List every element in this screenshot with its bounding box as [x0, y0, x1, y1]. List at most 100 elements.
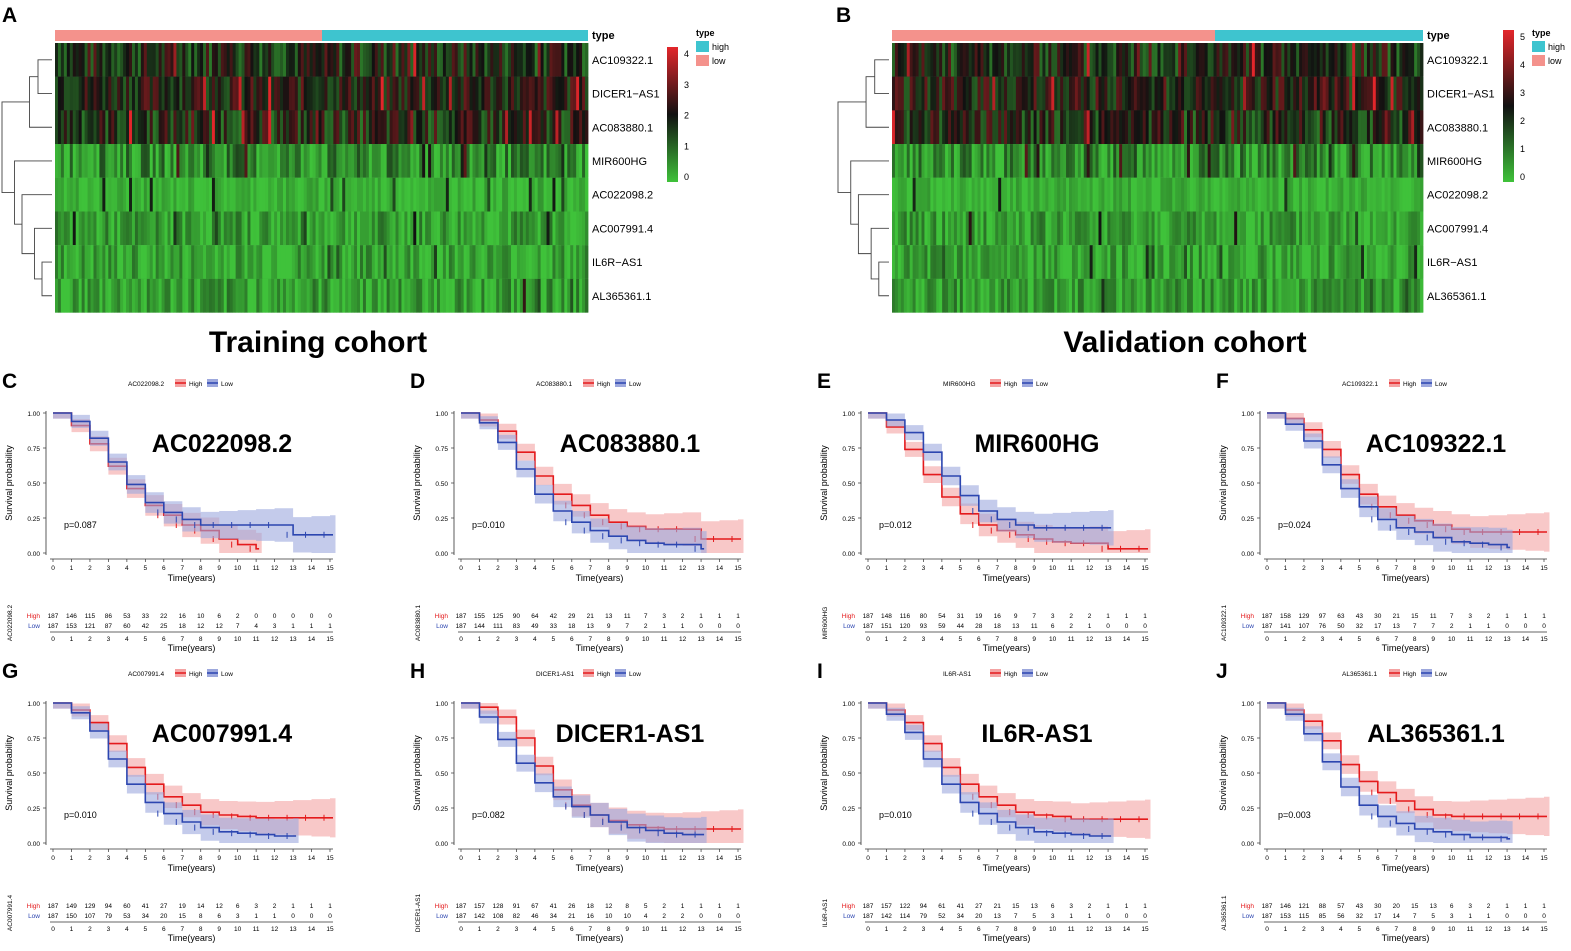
heatmap-cell: [129, 211, 133, 246]
ci-band-low: [868, 703, 1114, 843]
heatmap-cell: [149, 76, 154, 111]
heatmap-cell: [1189, 245, 1194, 279]
heatmap-cell: [1142, 278, 1147, 313]
heatmap-cell: [422, 278, 426, 313]
heatmap-cell: [359, 76, 364, 111]
heatmap-cell: [1257, 110, 1262, 145]
heatmap-cell: [1372, 245, 1377, 279]
heatmap-cell: [1004, 43, 1008, 77]
heatmap-cell: [1192, 76, 1197, 111]
heatmap-cell: [318, 144, 322, 178]
heatmap-cell: [1278, 177, 1282, 212]
heatmap-cell: [351, 211, 355, 246]
risk-label-high: High: [1241, 903, 1255, 910]
heatmap-cell: [368, 110, 373, 145]
heatmap-cell: [496, 245, 500, 279]
heatmap-cell: [525, 43, 530, 77]
heatmap-cell: [256, 211, 260, 246]
heatmap-cell: [1257, 43, 1262, 77]
heatmap-cell: [912, 211, 916, 246]
heatmap-cell: [413, 144, 417, 178]
heatmap-cell: [377, 211, 382, 246]
legend-high-label: High: [1403, 671, 1417, 678]
y-tick-label: 0.25: [435, 806, 448, 813]
heatmap-cell: [428, 76, 432, 111]
heatmap-cell: [1272, 211, 1276, 246]
heatmap-cell: [1417, 245, 1421, 279]
heatmap-cell: [1039, 245, 1043, 279]
heatmap-cell: [1266, 245, 1270, 279]
heatmap-cell: [309, 43, 314, 77]
heatmap-cell: [170, 76, 174, 111]
heatmap-cell: [1101, 278, 1105, 313]
heatmap-cell: [185, 110, 189, 145]
heatmap-cell: [1316, 110, 1321, 145]
heatmap-cell: [410, 177, 414, 212]
heatmap-cell: [1192, 177, 1197, 212]
ci-band-high: [461, 413, 744, 553]
heatmap-cell: [158, 177, 162, 212]
risk-value-high: 187: [48, 903, 59, 910]
heatmap-cell: [1163, 144, 1167, 178]
heatmap-cell: [1207, 43, 1211, 77]
heatmap-cell: [66, 110, 71, 145]
heatmap-cell: [155, 76, 160, 111]
heatmap-cell: [1157, 144, 1161, 178]
x-tick-label: 8: [607, 565, 611, 572]
heatmap-cell: [1328, 211, 1332, 246]
x-tick-label: 9: [217, 855, 221, 862]
heatmap-cell: [1027, 144, 1032, 178]
risk-value-high: 97: [1319, 613, 1327, 620]
heatmap-cell: [1033, 211, 1037, 246]
heatmap-cell: [93, 76, 97, 111]
heatmap-cell: [1089, 278, 1093, 313]
heatmap-cell: [336, 144, 340, 178]
heatmap-cell: [564, 144, 568, 178]
heatmap-cell: [1325, 211, 1329, 246]
risk-x-tick-label: 15: [1540, 636, 1548, 643]
heatmap-cell: [570, 110, 574, 145]
risk-value-high: 12: [216, 903, 224, 910]
heatmap-cell: [262, 76, 266, 111]
heatmap-cell: [1313, 76, 1318, 111]
heatmap-cell: [413, 177, 417, 212]
heatmap-cell: [962, 144, 967, 178]
gene-label: MIR600HG: [592, 156, 647, 168]
heatmap-cell: [158, 144, 162, 178]
heatmap-cell: [1334, 177, 1338, 212]
heatmap-cell: [956, 278, 961, 313]
heatmap-cell: [487, 76, 491, 111]
heatmap-cell: [579, 245, 583, 279]
gene-label: DICER1−AS1: [592, 89, 660, 101]
heatmap-cell: [315, 76, 319, 111]
risk-value-low: 0: [310, 913, 314, 920]
heatmap-cell: [1160, 245, 1164, 279]
x-tick-label: 0: [866, 855, 870, 862]
heatmap-cell: [1178, 278, 1182, 313]
heatmap-cell: [936, 43, 940, 77]
heatmap-cell: [983, 76, 987, 111]
heatmap-cell: [1402, 110, 1406, 145]
heatmap-cell: [265, 245, 269, 279]
heatmap-cell: [965, 177, 970, 212]
x-tick-label: 1: [70, 565, 74, 572]
heatmap-cell: [930, 144, 934, 178]
heatmap-cell: [211, 76, 216, 111]
heatmap-cell: [1184, 144, 1188, 178]
heatmap-cell: [146, 211, 151, 246]
heatmap-cell: [1033, 278, 1037, 313]
heatmap-cell: [1012, 177, 1017, 212]
heatmap-cell: [194, 211, 198, 246]
risk-x-tick-label: 7: [180, 636, 184, 643]
heatmap-cell: [1231, 144, 1235, 178]
x-axis-label: Time(years): [168, 863, 216, 873]
heatmap-cell: [1387, 110, 1391, 145]
heatmap-cell: [484, 211, 488, 246]
heatmap-cell: [78, 211, 83, 246]
heatmap-cell: [1358, 144, 1362, 178]
heatmap-cell: [1033, 76, 1037, 111]
heatmap-cell: [484, 177, 488, 212]
heatmap-cell: [460, 76, 465, 111]
heatmap-cell: [321, 110, 325, 145]
